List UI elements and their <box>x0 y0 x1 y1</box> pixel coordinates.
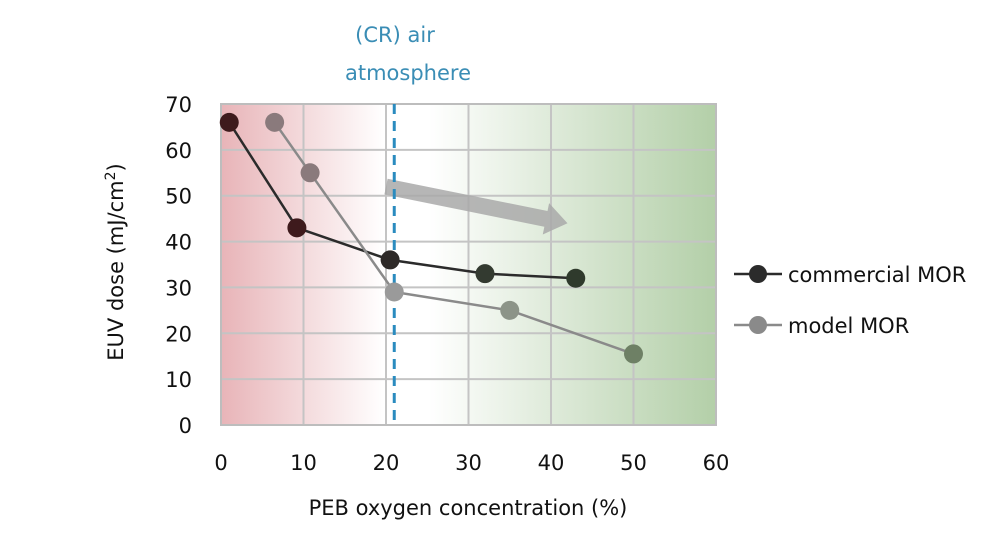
y-tick-label: 20 <box>165 322 192 346</box>
trend-arrow-shape <box>384 178 568 235</box>
data-point-0[interactable] <box>475 264 495 284</box>
data-point-0[interactable] <box>287 218 307 238</box>
legend-item-model[interactable]: model MOR <box>734 314 909 338</box>
data-point-1[interactable] <box>384 282 404 302</box>
y-tick-label: 60 <box>165 139 192 163</box>
y-axis-label-superscript: 2 <box>103 171 119 180</box>
x-tick-label: 60 <box>703 451 730 475</box>
y-axis-label-main: EUV dose (mJ/cm <box>104 180 128 360</box>
y-tick-label: 10 <box>165 368 192 392</box>
data-point-0[interactable] <box>380 250 400 270</box>
data-point-0[interactable] <box>219 112 239 132</box>
data-point-1[interactable] <box>624 344 643 364</box>
y-tick-label: 0 <box>179 414 192 438</box>
x-tick-labels: 0 10 20 30 40 50 60 <box>214 451 729 475</box>
y-tick-labels: 0 10 20 30 40 50 60 70 <box>165 93 192 438</box>
data-point-1[interactable] <box>500 300 520 320</box>
data-point-0[interactable] <box>566 268 586 288</box>
y-tick-label: 50 <box>165 185 192 209</box>
x-tick-label: 50 <box>620 451 647 475</box>
reference-label-line2: atmosphere <box>345 61 471 85</box>
y-tick-label: 30 <box>165 276 192 300</box>
y-tick-label: 40 <box>165 231 192 255</box>
y-axis-label-close: ) <box>104 163 128 171</box>
legend-item-commercial[interactable]: commercial MOR <box>734 263 966 287</box>
x-axis-label: PEB oxygen concentration (%) <box>309 496 628 520</box>
legend-marker-commercial <box>749 265 767 283</box>
trend-arrow <box>384 178 568 235</box>
x-tick-label: 10 <box>290 451 317 475</box>
y-tick-label: 70 <box>165 93 192 117</box>
data-point-1[interactable] <box>300 163 320 183</box>
legend: commercial MOR model MOR <box>734 263 966 338</box>
x-tick-label: 0 <box>214 451 227 475</box>
series-group <box>219 112 643 364</box>
plot-frame <box>220 103 717 426</box>
data-point-1[interactable] <box>265 112 285 132</box>
x-tick-label: 40 <box>538 451 565 475</box>
x-tick-label: 20 <box>373 451 400 475</box>
x-tick-label: 30 <box>455 451 482 475</box>
reference-label-line1: (CR) air <box>355 23 435 47</box>
legend-label-commercial: commercial MOR <box>788 263 966 287</box>
legend-label-model: model MOR <box>788 314 909 338</box>
y-axis-label: EUV dose (mJ/cm2) <box>103 163 128 360</box>
legend-marker-model <box>749 316 767 334</box>
